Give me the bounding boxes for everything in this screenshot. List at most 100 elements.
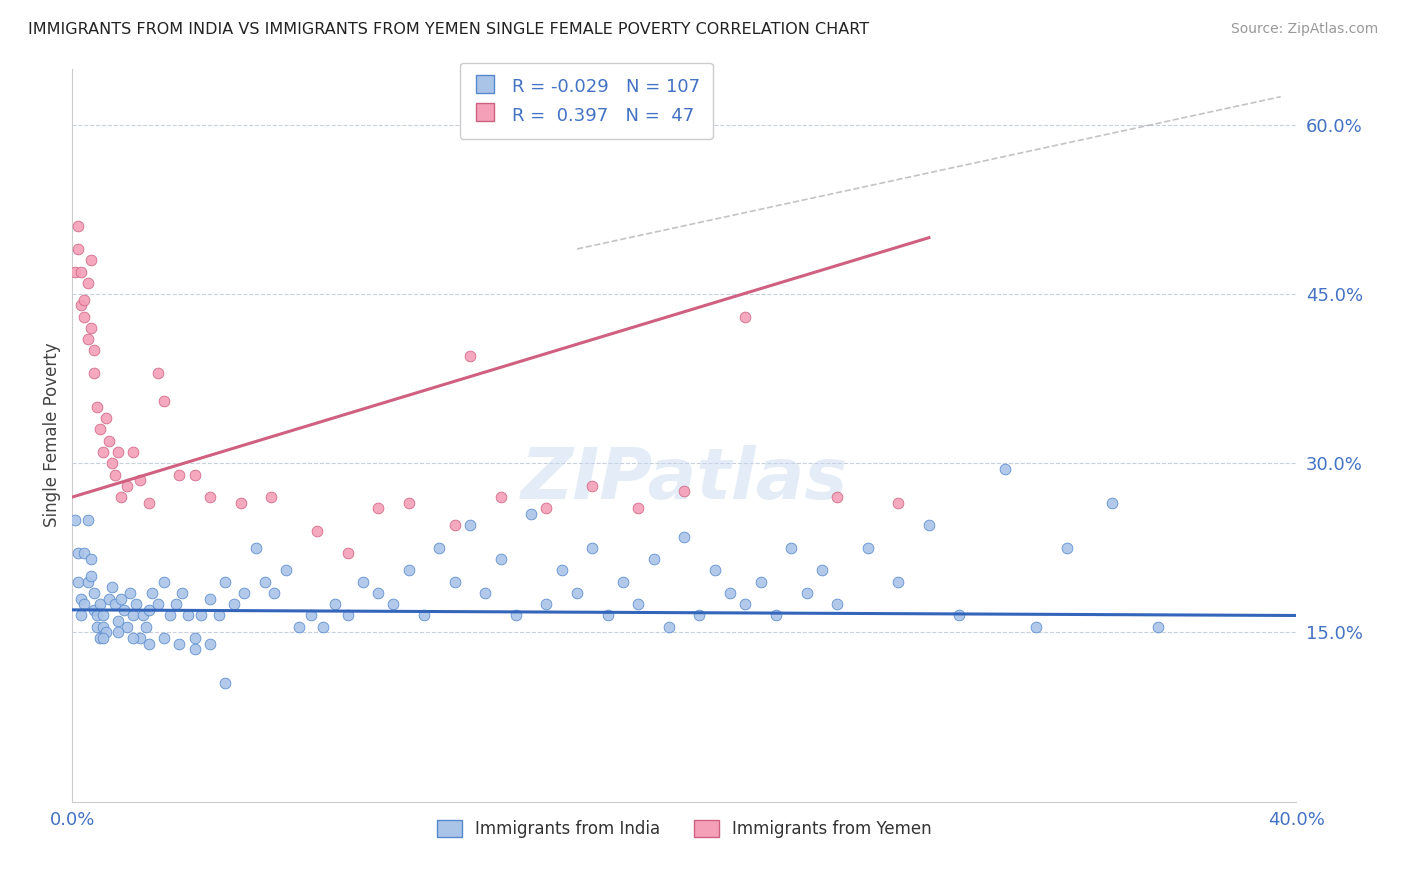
Point: [673, 484, 696, 499]
Point: [703, 563, 725, 577]
Point: [198, 637, 221, 651]
Point: [91, 631, 114, 645]
Point: [73, 293, 96, 307]
Point: [107, 614, 129, 628]
Point: [596, 608, 619, 623]
Point: [169, 637, 191, 651]
Point: [97, 591, 120, 606]
Point: [83, 603, 105, 617]
Legend: Immigrants from India, Immigrants from Yemen: Immigrants from India, Immigrants from Y…: [430, 813, 938, 845]
Point: [229, 496, 252, 510]
Point: [551, 563, 574, 577]
Point: [73, 597, 96, 611]
Point: [70, 298, 93, 312]
Point: [125, 597, 148, 611]
Point: [83, 586, 105, 600]
Point: [153, 631, 176, 645]
Point: [165, 597, 187, 611]
Point: [673, 530, 696, 544]
Point: [67, 546, 90, 560]
Point: [887, 496, 910, 510]
Point: [128, 631, 150, 645]
Point: [128, 473, 150, 487]
Point: [76, 276, 98, 290]
Point: [536, 597, 558, 611]
Text: ZIPatlas: ZIPatlas: [520, 444, 848, 514]
Point: [122, 445, 145, 459]
Point: [117, 620, 139, 634]
Point: [398, 563, 420, 577]
Point: [443, 574, 465, 589]
Point: [65, 264, 87, 278]
Point: [110, 591, 132, 606]
Point: [83, 366, 105, 380]
Point: [232, 586, 254, 600]
Point: [94, 625, 117, 640]
Point: [887, 574, 910, 589]
Point: [780, 541, 803, 555]
Point: [734, 597, 756, 611]
Point: [336, 546, 359, 560]
Point: [117, 479, 139, 493]
Point: [214, 574, 236, 589]
Point: [811, 563, 834, 577]
Point: [825, 597, 848, 611]
Point: [734, 310, 756, 324]
Point: [67, 219, 90, 234]
Point: [520, 507, 543, 521]
Point: [91, 608, 114, 623]
Text: IMMIGRANTS FROM INDIA VS IMMIGRANTS FROM YEMEN SINGLE FEMALE POVERTY CORRELATION: IMMIGRANTS FROM INDIA VS IMMIGRANTS FROM…: [28, 22, 869, 37]
Y-axis label: Single Female Poverty: Single Female Poverty: [44, 343, 60, 527]
Point: [305, 524, 328, 538]
Point: [474, 586, 496, 600]
Point: [183, 631, 205, 645]
Point: [536, 501, 558, 516]
Point: [172, 586, 194, 600]
Point: [94, 411, 117, 425]
Point: [76, 332, 98, 346]
Point: [131, 608, 153, 623]
Point: [627, 501, 650, 516]
Point: [159, 608, 181, 623]
Point: [138, 603, 160, 617]
Point: [643, 552, 665, 566]
Point: [253, 574, 276, 589]
Point: [260, 490, 283, 504]
Point: [86, 620, 108, 634]
Point: [104, 467, 127, 482]
Point: [856, 541, 879, 555]
Point: [224, 597, 246, 611]
Point: [198, 591, 221, 606]
Point: [67, 242, 90, 256]
Point: [382, 597, 405, 611]
Point: [112, 603, 135, 617]
Point: [83, 343, 105, 358]
Point: [299, 608, 322, 623]
Point: [107, 625, 129, 640]
Point: [153, 394, 176, 409]
Point: [153, 574, 176, 589]
Point: [70, 608, 93, 623]
Point: [146, 366, 169, 380]
Point: [581, 541, 603, 555]
Point: [796, 586, 818, 600]
Point: [505, 608, 527, 623]
Point: [65, 513, 87, 527]
Point: [76, 513, 98, 527]
Point: [110, 490, 132, 504]
Point: [70, 264, 93, 278]
Point: [325, 597, 347, 611]
Point: [190, 608, 212, 623]
Point: [104, 597, 127, 611]
Point: [169, 467, 191, 482]
Point: [948, 608, 970, 623]
Point: [489, 490, 512, 504]
Point: [120, 586, 142, 600]
Point: [489, 552, 512, 566]
Point: [79, 552, 101, 566]
Point: [565, 586, 588, 600]
Point: [458, 349, 481, 363]
Point: [91, 620, 114, 634]
Point: [214, 676, 236, 690]
Point: [73, 546, 96, 560]
